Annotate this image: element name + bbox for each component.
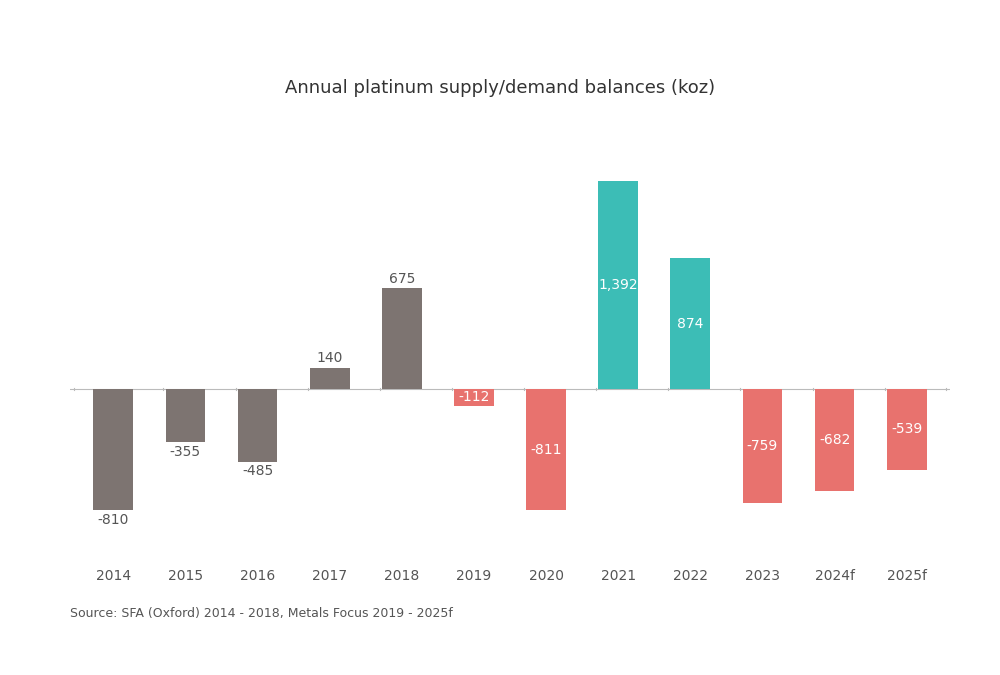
Bar (166, 389, 205, 442)
Bar (887, 389, 927, 470)
Bar (454, 389, 494, 406)
Text: 874: 874 (677, 317, 704, 331)
Text: -759: -759 (747, 439, 778, 453)
Text: 140: 140 (316, 352, 343, 365)
Text: Source: SFA (Oxford) 2014 - 2018, Metals Focus 2019 - 2025f: Source: SFA (Oxford) 2014 - 2018, Metals… (70, 608, 453, 620)
Text: -682: -682 (819, 433, 850, 447)
Text: Annual platinum supply/demand balances (koz): Annual platinum supply/demand balances (… (285, 79, 715, 97)
Text: -811: -811 (530, 443, 562, 457)
Text: 675: 675 (389, 271, 415, 286)
Bar (382, 288, 422, 389)
Text: -112: -112 (458, 390, 490, 404)
Text: -539: -539 (891, 423, 922, 436)
Text: 1,392: 1,392 (598, 278, 638, 292)
Text: -355: -355 (170, 445, 201, 459)
Bar (310, 368, 350, 389)
Bar (815, 389, 854, 491)
Bar (238, 389, 277, 462)
Bar (670, 259, 710, 389)
Text: -810: -810 (98, 513, 129, 527)
Bar (93, 389, 133, 510)
Bar (598, 181, 638, 389)
Bar (526, 389, 566, 510)
Bar (743, 389, 782, 502)
Text: -485: -485 (242, 464, 273, 479)
